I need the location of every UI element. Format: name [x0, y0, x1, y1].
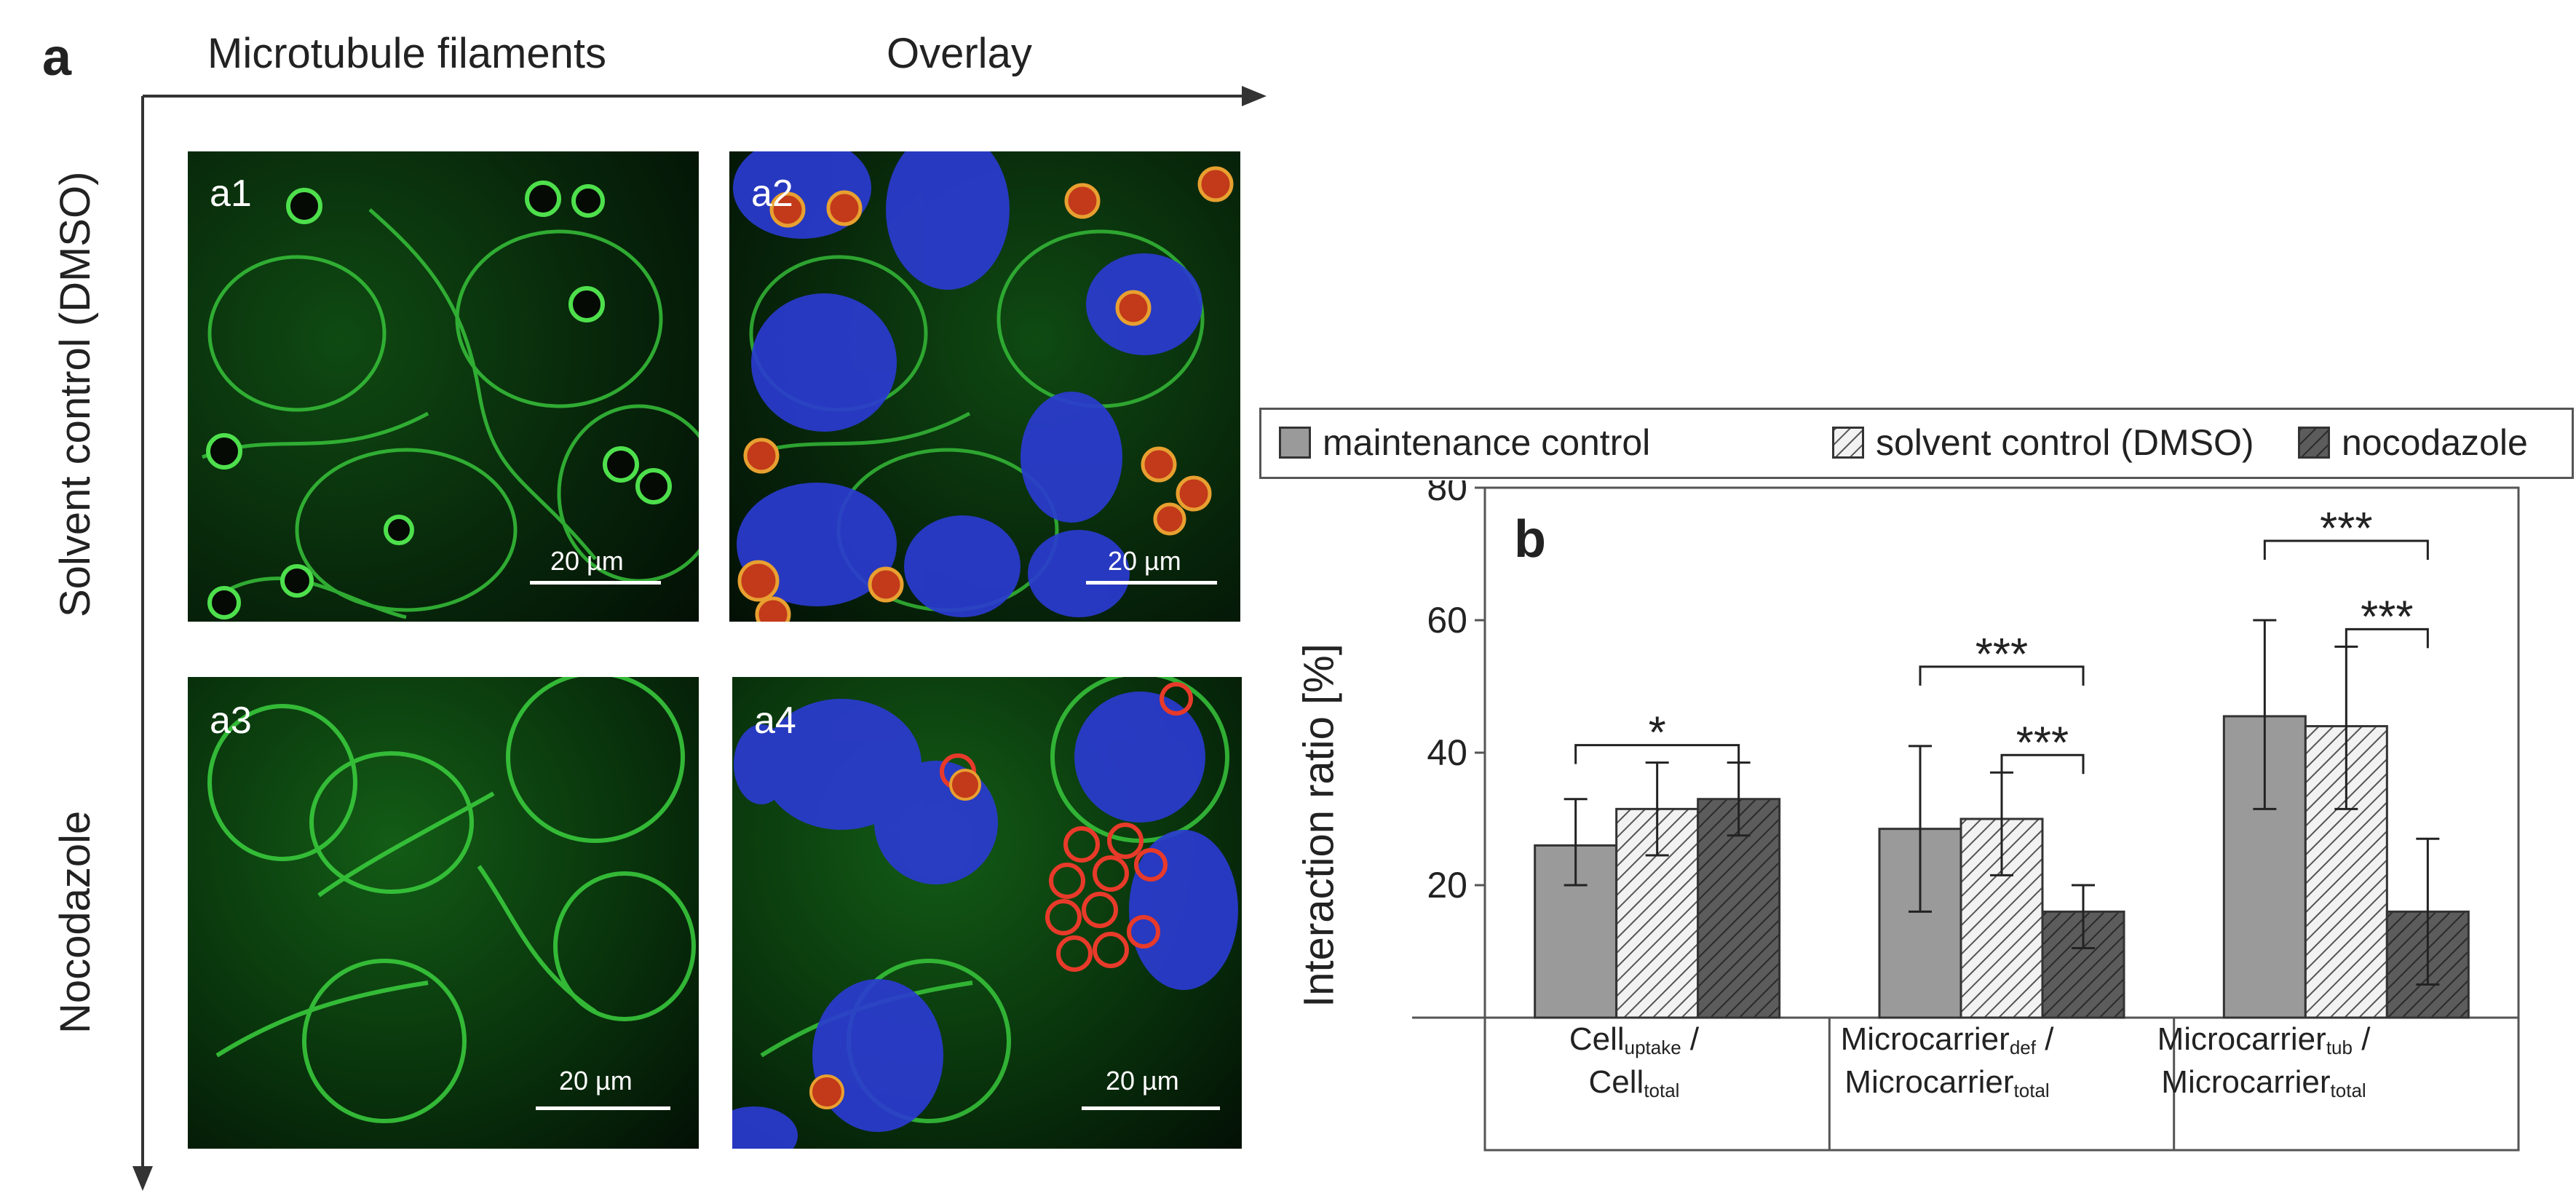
significance-label: *	[1649, 708, 1666, 759]
category-1-sub: uptake	[1624, 1037, 1681, 1058]
significance-bracket	[1574, 744, 1740, 764]
legend-label-solvent: solvent control (DMSO)	[1876, 422, 2254, 463]
scale-label-a4: 20 µm	[1106, 1066, 1179, 1096]
category-1-main: Cell	[1569, 1021, 1625, 1057]
chart-legend: maintenance control solvent control (DMS…	[1259, 408, 2574, 479]
scale-bar-a1	[530, 581, 661, 585]
category-label-3: Microcarriertub / Microcarriertotal	[2104, 1018, 2424, 1104]
image-tag-a1: a1	[210, 173, 252, 215]
scale-label-a2: 20 µm	[1108, 546, 1181, 576]
significance-bracket	[1919, 665, 2085, 686]
category-3-sub2: total	[2330, 1080, 2366, 1102]
category-2-main2: Microcarrier	[1844, 1064, 2014, 1101]
category-1-main2: Cell	[1588, 1064, 1644, 1101]
significance-label: ***	[1975, 630, 2028, 680]
y-tick-label: 60	[1427, 600, 1467, 641]
row-header-solvent: Solvent control (DMSO)	[52, 171, 99, 617]
significance-label: ***	[2016, 718, 2069, 768]
significance-label: ***	[2320, 504, 2372, 554]
microtubule-texture	[207, 677, 696, 1123]
row-header-nocodazole: Nocodazole	[52, 810, 99, 1034]
scale-bar-a4	[1082, 1106, 1220, 1110]
significance-label: ***	[2361, 592, 2413, 642]
category-2-sub2: total	[2013, 1080, 2050, 1102]
category-3-main: Microcarrier	[2157, 1021, 2326, 1057]
panel-b-letter: b	[1514, 510, 1546, 569]
column-header-microtubule: Microtubule filaments	[207, 30, 606, 77]
overlay-texture	[732, 677, 1238, 1149]
y-axis-label: Interaction ratio [%]	[1295, 643, 1343, 1007]
legend-swatch-solvent	[1832, 427, 1864, 459]
panel-a-axes	[132, 86, 1267, 1191]
scale-bar-a3	[536, 1106, 670, 1110]
column-header-overlay: Overlay	[887, 30, 1032, 77]
scale-bar-a2	[1086, 581, 1217, 585]
bar	[2304, 725, 2388, 1019]
category-label-2: Microcarrierdef / Microcarriertotal	[1791, 1018, 2104, 1104]
legend-swatch-maintenance	[1279, 427, 1311, 459]
category-2-main: Microcarrier	[1840, 1021, 2010, 1057]
category-3-sub: tub	[2326, 1037, 2353, 1058]
category-2-sub: def	[2009, 1037, 2036, 1058]
category-2-sep: /	[2035, 1021, 2054, 1057]
category-label-1: Celluptake / Celltotal	[1478, 1018, 1791, 1104]
micrograph-a2: a2 20 µm	[729, 151, 1240, 622]
image-tag-a3: a3	[210, 700, 252, 742]
microtubule-texture	[202, 181, 699, 619]
overlay-texture	[733, 151, 1234, 622]
bar	[1697, 798, 1781, 1019]
scale-label-a1: 20 µm	[550, 546, 624, 576]
image-tag-a2: a2	[751, 173, 793, 215]
legend-swatch-nocodazole	[2298, 427, 2330, 459]
y-tick-label: 40	[1427, 732, 1467, 773]
y-tick-label: 20	[1427, 865, 1467, 906]
significance-bracket	[2000, 753, 2085, 775]
micrograph-a3: a3 20 µm	[188, 677, 699, 1149]
micrograph-a1: a1 20 µm	[188, 151, 699, 622]
micrograph-a4: a4 20 µm	[732, 677, 1242, 1149]
significance-bracket	[2345, 627, 2429, 649]
panel-a-letter: a	[42, 28, 72, 87]
y-tick-label: 80	[1427, 480, 1467, 508]
legend-label-nocodazole: nocodazole	[2342, 422, 2528, 463]
scale-label-a3: 20 µm	[559, 1066, 633, 1096]
significance-bracket	[2263, 539, 2429, 560]
image-tag-a4: a4	[754, 700, 796, 742]
category-1-sep: /	[1681, 1021, 1700, 1057]
category-1-sub2: total	[1644, 1080, 1680, 1102]
category-3-main2: Microcarrier	[2161, 1064, 2331, 1101]
category-3-sep: /	[2352, 1021, 2371, 1057]
legend-label-maintenance: maintenance control	[1323, 422, 1651, 463]
